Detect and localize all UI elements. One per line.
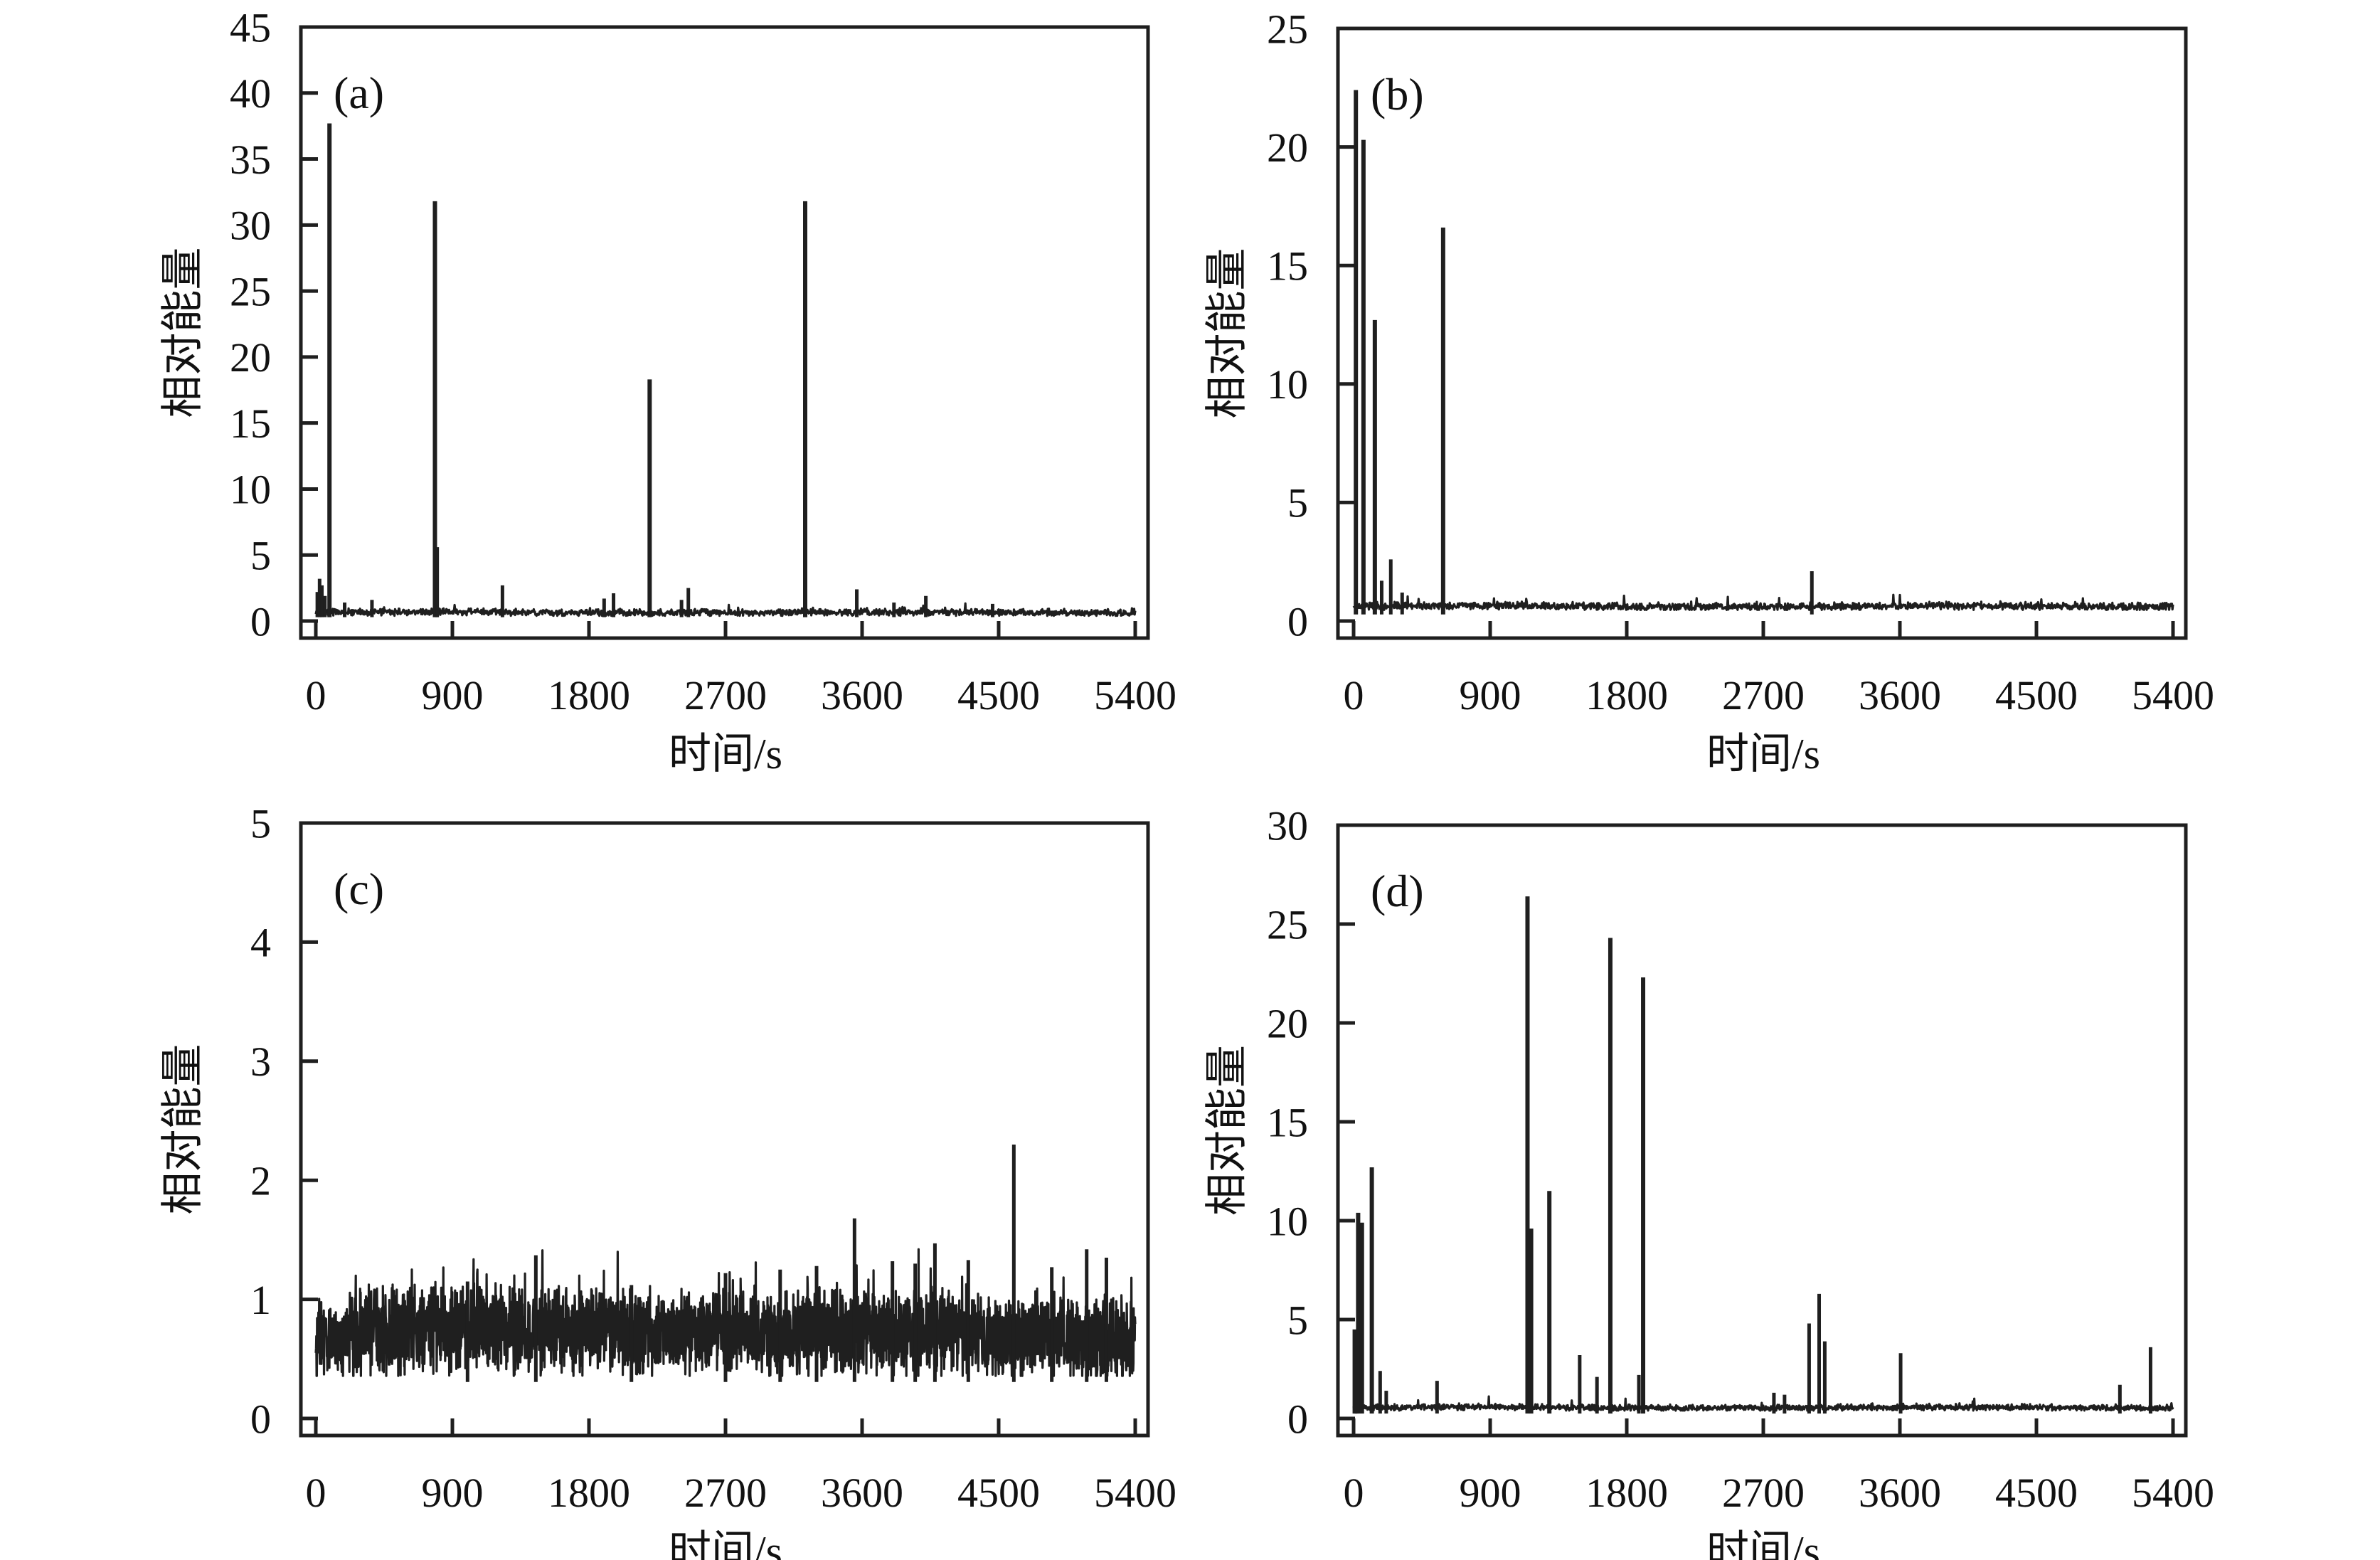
plot-frame bbox=[1336, 26, 2188, 640]
plot-frame bbox=[1336, 823, 2188, 1438]
x-tick-label: 3600 bbox=[821, 672, 903, 718]
y-tick-label: 4 bbox=[250, 920, 271, 966]
x-tick-label: 900 bbox=[422, 1470, 484, 1516]
x-tick-label: 4500 bbox=[957, 1470, 1040, 1516]
y-tick-label: 5 bbox=[250, 533, 271, 579]
noise-trace bbox=[1352, 1395, 2174, 1412]
panel-c: 0 1 2 3 4 5 0 900 1800 2700 3600 4500 5400 (c) 时间/s 相对能… bbox=[159, 800, 1176, 1560]
plot-frame bbox=[299, 25, 1150, 640]
y-tick-label: 10 bbox=[1267, 361, 1308, 408]
panel-letter: (c) bbox=[334, 864, 384, 914]
y-tick-label: 25 bbox=[1267, 6, 1308, 52]
x-tick-label: 3600 bbox=[1859, 1470, 1941, 1516]
x-tick-label: 1800 bbox=[548, 672, 630, 718]
x-tick-label: 4500 bbox=[1995, 672, 2078, 718]
y-tick-label: 10 bbox=[230, 467, 271, 513]
y-tick-label: 40 bbox=[230, 70, 271, 117]
y-tick-label: 15 bbox=[1267, 243, 1308, 290]
x-axis-title: 时间/s bbox=[669, 731, 782, 778]
y-tick-label: 15 bbox=[230, 400, 271, 447]
x-tick-label: 900 bbox=[422, 672, 484, 718]
x-tick-label: 2700 bbox=[684, 1470, 767, 1516]
y-tick-label: 20 bbox=[230, 334, 271, 381]
x-tick-label: 0 bbox=[306, 1470, 326, 1516]
y-tick-label: 0 bbox=[250, 1396, 271, 1442]
x-tick-label: 1800 bbox=[1585, 1470, 1668, 1516]
x-axis-title: 时间/s bbox=[669, 1528, 782, 1560]
y-axis-title: 相对能量 bbox=[159, 248, 206, 418]
y-tick-label: 1 bbox=[250, 1277, 271, 1323]
x-tick-label: 1800 bbox=[1585, 672, 1668, 718]
x-tick-label: 2700 bbox=[1722, 1470, 1805, 1516]
panel-letter: (b) bbox=[1371, 69, 1424, 120]
y-axis-title: 相对能量 bbox=[159, 1044, 206, 1215]
x-tick-label: 0 bbox=[306, 672, 326, 718]
y-tick-label: 3 bbox=[250, 1039, 271, 1085]
x-tick-label: 2700 bbox=[684, 672, 767, 718]
y-tick-label: 5 bbox=[250, 800, 271, 847]
panel-letter: (d) bbox=[1371, 866, 1424, 916]
x-tick-label: 4500 bbox=[957, 672, 1040, 718]
x-tick-label: 5400 bbox=[1094, 672, 1176, 718]
y-tick-label: 45 bbox=[230, 4, 271, 51]
x-tick-label: 900 bbox=[1460, 1470, 1521, 1516]
noise-trace bbox=[314, 602, 1137, 617]
x-tick-label: 5400 bbox=[1094, 1470, 1176, 1516]
y-tick-label: 25 bbox=[230, 268, 271, 314]
panel-d: 0 5 10 15 20 25 30 0 900 1800 2700 3600 4500 5400 (d) 时… bbox=[1204, 802, 2214, 1560]
x-tick-label: 5400 bbox=[2132, 672, 2214, 718]
y-tick-label: 35 bbox=[230, 137, 271, 183]
x-tick-label: 5400 bbox=[2132, 1470, 2214, 1516]
y-tick-label: 30 bbox=[230, 203, 271, 249]
y-tick-label: 0 bbox=[1287, 1396, 1308, 1442]
x-tick-label: 3600 bbox=[821, 1470, 903, 1516]
x-tick-label: 3600 bbox=[1859, 672, 1941, 718]
panel-b: 0 5 10 15 20 25 0 900 1800 2700 3600 4500 5400 (b) 时间/… bbox=[1204, 6, 2214, 778]
y-tick-label: 20 bbox=[1267, 1000, 1308, 1046]
y-tick-label: 25 bbox=[1267, 901, 1308, 948]
x-tick-label: 2700 bbox=[1722, 672, 1805, 718]
x-tick-label: 0 bbox=[1344, 672, 1364, 718]
x-tick-label: 900 bbox=[1460, 672, 1521, 718]
y-tick-label: 30 bbox=[1267, 802, 1308, 849]
x-axis-title: 时间/s bbox=[1706, 1528, 1820, 1560]
y-axis-title: 相对能量 bbox=[1204, 1045, 1250, 1216]
panel-letter: (a) bbox=[334, 68, 384, 118]
y-axis-title: 相对能量 bbox=[1204, 248, 1250, 419]
x-axis-title: 时间/s bbox=[1706, 731, 1820, 778]
x-tick-label: 0 bbox=[1344, 1470, 1364, 1516]
panel-a: 0 5 10 15 20 25 30 35 40 45 0 900 1800 2700 3600 4500 54… bbox=[159, 4, 1176, 778]
y-tick-label: 5 bbox=[1287, 480, 1308, 526]
y-tick-label: 15 bbox=[1267, 1099, 1308, 1145]
noise-trace bbox=[1352, 593, 2174, 611]
y-tick-label: 2 bbox=[250, 1158, 271, 1204]
x-tick-label: 4500 bbox=[1995, 1470, 2078, 1516]
x-tick-label: 1800 bbox=[548, 1470, 630, 1516]
y-tick-label: 0 bbox=[250, 598, 271, 644]
y-tick-label: 0 bbox=[1287, 598, 1308, 644]
y-tick-label: 20 bbox=[1267, 124, 1308, 171]
y-tick-label: 5 bbox=[1287, 1297, 1308, 1343]
y-tick-label: 10 bbox=[1267, 1198, 1308, 1244]
